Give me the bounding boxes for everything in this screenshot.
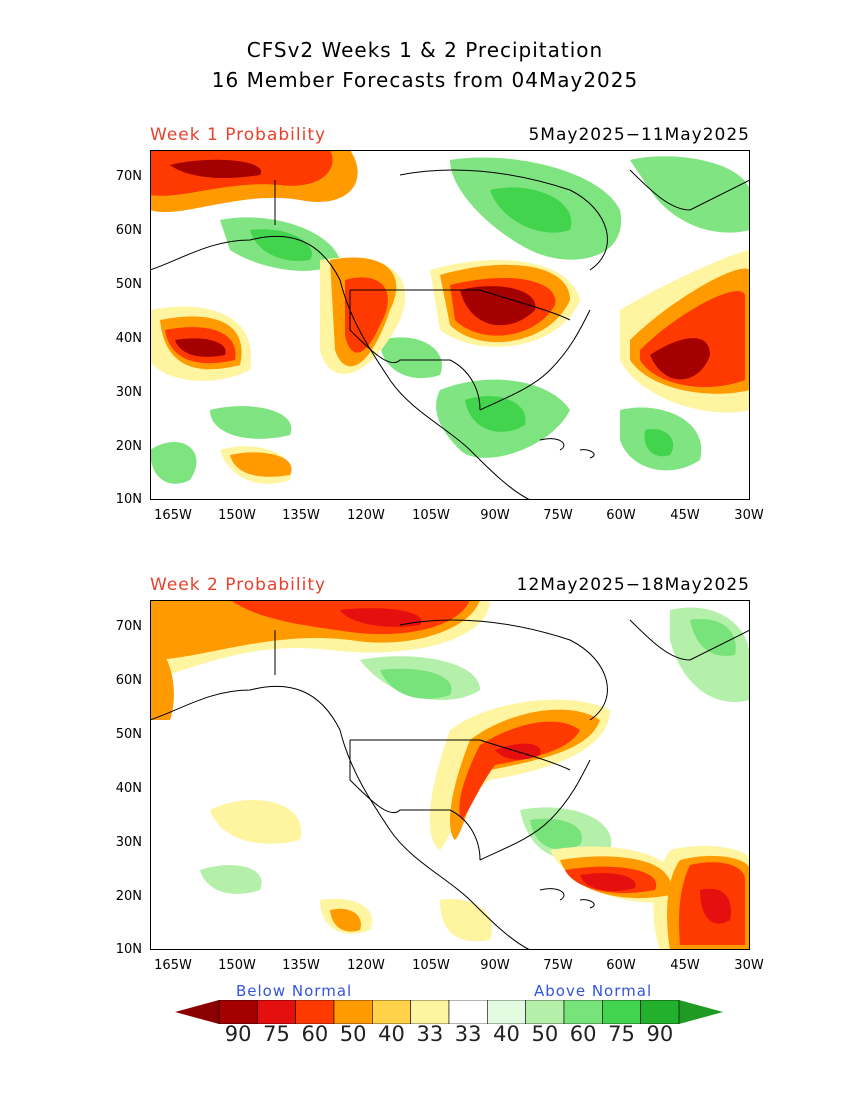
legend-below-normal: Below Normal <box>236 982 353 1000</box>
lat-label: 20N <box>115 889 142 904</box>
lon-label: 150W <box>218 958 256 973</box>
legend-swatch <box>218 1000 258 1024</box>
legend-swatch <box>333 1000 373 1024</box>
legend-value: 75 <box>263 1022 290 1046</box>
legend-swatch <box>410 1000 450 1024</box>
lon-label: 165W <box>154 958 192 973</box>
legend-value: 40 <box>378 1022 405 1046</box>
lon-label: 75W <box>543 508 573 523</box>
legend-swatch <box>525 1000 565 1024</box>
lon-label: 30W <box>734 958 764 973</box>
lat-label: 40N <box>115 781 142 796</box>
lon-label: 120W <box>347 958 385 973</box>
lat-label: 10N <box>115 942 142 957</box>
lon-label: 105W <box>412 958 450 973</box>
lon-label: 75W <box>543 958 573 973</box>
legend-value: 40 <box>493 1022 520 1046</box>
lon-label: 90W <box>480 958 510 973</box>
legend-value: 50 <box>531 1022 559 1046</box>
lat-label: 30N <box>115 835 142 850</box>
lat-label: 60N <box>115 673 142 688</box>
chart-title-line2: 16 Member Forecasts from 04May2025 <box>211 68 639 92</box>
legend-value: 60 <box>569 1022 597 1046</box>
lon-label: 90W <box>480 508 510 523</box>
legend-above-normal: Above Normal <box>534 982 653 1000</box>
legend-value: 33 <box>454 1022 482 1046</box>
legend-value: 90 <box>646 1022 674 1046</box>
legend-arrow-left <box>175 1000 219 1024</box>
legend-arrow-right <box>679 1000 723 1024</box>
lon-label: 60W <box>606 958 636 973</box>
lat-label: 70N <box>115 619 142 634</box>
legend-value: 33 <box>416 1022 444 1046</box>
lon-label: 105W <box>412 508 450 523</box>
lon-label: 150W <box>218 508 256 523</box>
week2-map-svg <box>150 600 750 950</box>
legend-value: 75 <box>608 1022 635 1046</box>
lon-label: 165W <box>154 508 192 523</box>
lon-label: 60W <box>606 508 636 523</box>
week1-dates: 5May2025−11May2025 <box>528 125 750 145</box>
legend-value: 50 <box>339 1022 367 1046</box>
legend-swatch <box>295 1000 335 1024</box>
week2-dates: 12May2025−18May2025 <box>516 575 750 595</box>
lat-label: 50N <box>115 277 142 292</box>
week2-label: Week 2 Probability <box>150 575 327 595</box>
chart-title-line1: CFSv2 Weeks 1 & 2 Precipitation <box>246 38 604 62</box>
lat-label: 10N <box>115 492 142 507</box>
lat-label: 70N <box>115 169 142 184</box>
legend-swatch <box>640 1000 680 1024</box>
legend-value: 90 <box>224 1022 252 1046</box>
legend-swatch <box>257 1000 296 1024</box>
lat-label: 30N <box>115 385 142 400</box>
legend-value: 60 <box>301 1022 329 1046</box>
lon-label: 45W <box>670 958 700 973</box>
legend-colorbar <box>175 1000 723 1024</box>
lat-label: 50N <box>115 727 142 742</box>
lat-label: 60N <box>115 223 142 238</box>
week1-label: Week 1 Probability <box>150 125 327 145</box>
lon-label: 120W <box>347 508 385 523</box>
week1-map-svg <box>150 150 750 500</box>
lat-label: 40N <box>115 331 142 346</box>
lat-label: 20N <box>115 439 142 454</box>
week1-map <box>150 150 750 500</box>
week2-map <box>150 600 750 950</box>
lon-label: 30W <box>734 508 764 523</box>
legend-swatch <box>448 1000 488 1024</box>
lon-label: 135W <box>282 508 320 523</box>
legend-swatch <box>602 1000 641 1024</box>
legend-swatch <box>372 1000 411 1024</box>
lon-label: 45W <box>670 508 700 523</box>
legend-swatch <box>563 1000 603 1024</box>
legend-swatch <box>487 1000 526 1024</box>
lon-label: 135W <box>282 958 320 973</box>
